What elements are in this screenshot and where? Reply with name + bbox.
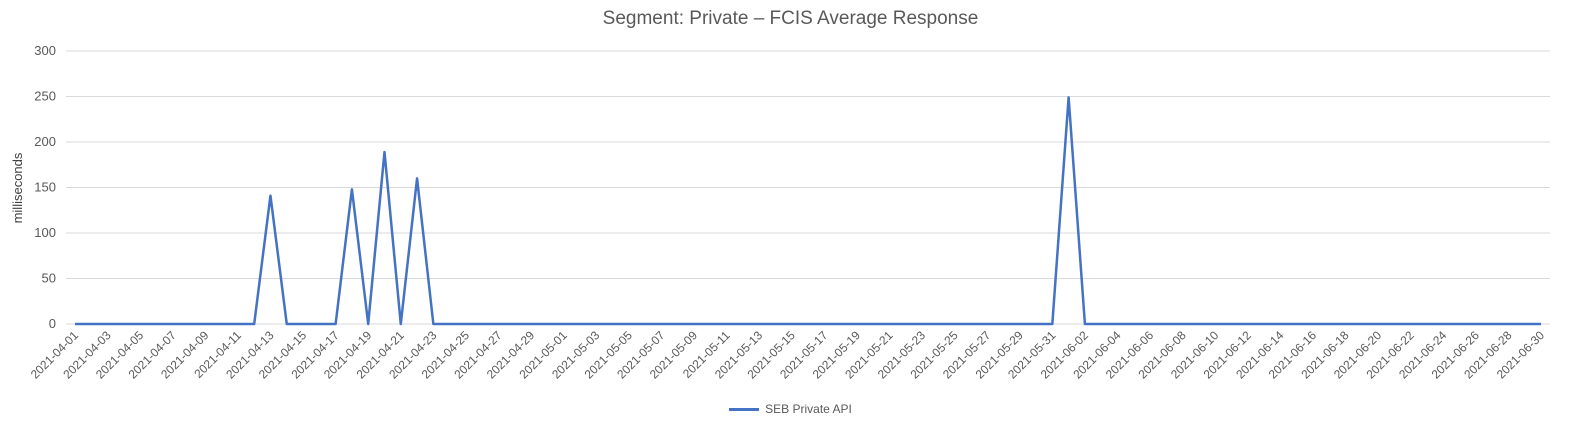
y-axis-label: milliseconds (10, 152, 25, 223)
y-tick-label: 100 (34, 225, 56, 240)
y-axis-ticks: 0 50 100 150 200 250 300 (34, 43, 56, 331)
y-tick-label: 150 (34, 180, 56, 195)
legend-label: SEB Private API (765, 402, 852, 416)
series-layer (75, 96, 1541, 326)
y-tick-label: 250 (34, 89, 56, 104)
legend-swatch (729, 407, 760, 411)
series-line (75, 96, 1541, 326)
y-tick-label: 200 (34, 134, 56, 149)
y-tick-label: 300 (34, 43, 56, 58)
legend: SEB Private API (0, 402, 1581, 416)
chart-title: Segment: Private – FCIS Average Response (602, 8, 979, 29)
y-tick-label: 0 (49, 316, 56, 331)
x-axis-ticks: 2021-04-012021-04-032021-04-052021-04-07… (28, 328, 1548, 382)
y-tick-label: 50 (42, 271, 56, 286)
gridlines (66, 50, 1550, 325)
